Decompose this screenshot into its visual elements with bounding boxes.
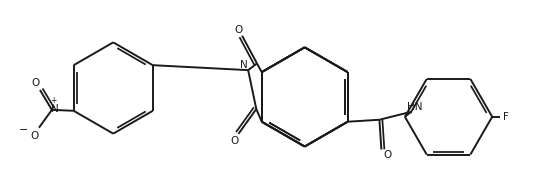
- Text: F: F: [503, 112, 509, 122]
- Text: −: −: [19, 125, 28, 135]
- Text: O: O: [30, 131, 38, 141]
- Text: O: O: [31, 78, 39, 88]
- Text: O: O: [230, 136, 239, 146]
- Text: O: O: [383, 150, 391, 160]
- Text: N: N: [51, 104, 59, 114]
- Text: O: O: [234, 25, 242, 35]
- Text: N: N: [240, 60, 248, 70]
- Text: +: +: [51, 96, 57, 105]
- Text: HN: HN: [407, 102, 423, 112]
